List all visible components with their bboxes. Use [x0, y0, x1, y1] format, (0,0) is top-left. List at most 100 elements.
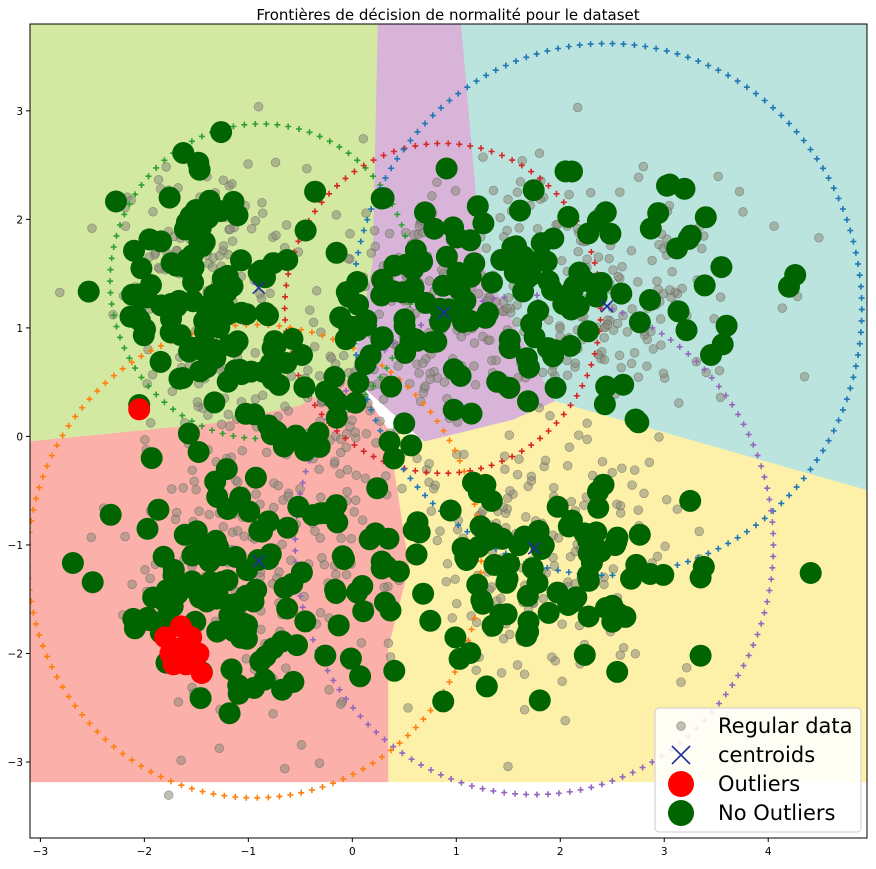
circle-green-marker [362, 391, 369, 398]
regular-data-point [120, 531, 130, 542]
no-outlier-point [275, 352, 298, 374]
circle-red-marker [591, 350, 598, 357]
regular-data-point [456, 331, 466, 342]
circle-blue-marker [835, 417, 842, 424]
circle-red-marker [412, 467, 419, 474]
circle-blue-marker [743, 528, 750, 535]
x-axis-ticks: −3 −2 −1 0 1 2 3 4 [33, 838, 772, 858]
regular-data-point [418, 358, 428, 368]
circle-red-marker [311, 402, 318, 409]
circle-blue-marker [835, 195, 842, 202]
circle-green-marker [209, 427, 216, 434]
no-outlier-point [339, 647, 362, 670]
circle-blue-marker [438, 104, 444, 111]
circle-purple-marker [708, 374, 715, 381]
no-outlier-point [383, 254, 406, 277]
regular-data-point [503, 761, 513, 772]
circle-red-marker [401, 465, 408, 472]
circle-purple-marker [399, 750, 406, 757]
circle-purple-marker [390, 743, 397, 750]
no-outlier-point [197, 206, 220, 229]
circle-purple-marker [324, 667, 331, 674]
circle-red-marker [488, 462, 495, 469]
circle-blue-marker [446, 97, 453, 104]
circle-green-marker [198, 133, 205, 140]
regular-data-point [314, 371, 325, 381]
legend-label: Regular data [718, 714, 853, 738]
regular-data-point [573, 246, 583, 257]
circle-orange-marker [65, 693, 72, 700]
regular-data-point [633, 172, 644, 183]
no-outlier-point [647, 202, 670, 225]
circle-blue-marker [725, 540, 732, 547]
no-outlier-point [147, 498, 170, 521]
no-outlier-point [210, 121, 233, 144]
circle-orange-marker [232, 794, 239, 800]
regular-data-point [526, 476, 537, 486]
centroid-markers [252, 281, 614, 568]
no-outlier-point [543, 339, 566, 362]
y-tick-label: −3 [8, 757, 23, 769]
no-outlier-point [587, 496, 610, 519]
circle-red-marker [579, 382, 586, 389]
centroid-marker [527, 541, 541, 555]
legend-marker-no-outliers [668, 800, 694, 826]
no-outlier-point [337, 285, 360, 308]
no-outlier-point [216, 273, 239, 296]
circle-green-marker [326, 138, 333, 145]
no-outlier-point [187, 441, 210, 463]
regular-data-point [173, 697, 184, 707]
regular-data-point [281, 663, 291, 673]
circle-red-marker [295, 238, 302, 245]
no-outlier-point [480, 489, 503, 512]
regular-data-point [713, 171, 723, 182]
regular-data-point [557, 619, 567, 629]
regular-data-point [656, 340, 666, 350]
circle-green-marker [370, 173, 377, 180]
circle-red-marker [334, 428, 340, 434]
regular-data-point [514, 454, 524, 464]
regular-data-point [602, 319, 613, 330]
regular-data-point [192, 397, 203, 407]
no-outlier-point [81, 571, 104, 594]
no-outlier-point [667, 300, 690, 323]
no-outlier-point [122, 607, 145, 630]
regular-data-point [626, 246, 637, 256]
no-outlier-point [191, 235, 214, 258]
circle-blue-marker [715, 67, 722, 74]
no-outlier-point [532, 534, 555, 557]
circle-blue-marker [858, 306, 865, 313]
circle-blue-marker [705, 550, 712, 557]
regular-data-point [469, 338, 480, 348]
circle-green-marker [389, 355, 396, 362]
circle-orange-marker [86, 396, 93, 403]
no-outlier-point [345, 315, 368, 338]
x-tick-label: 1 [453, 846, 460, 858]
x-tick-label: 2 [557, 846, 564, 858]
no-outlier-point [287, 495, 310, 518]
circle-blue-marker [858, 295, 865, 301]
circle-blue-marker [492, 67, 499, 74]
circle-green-marker [179, 412, 186, 419]
regular-data-point [515, 177, 526, 187]
circle-green-marker [153, 164, 160, 171]
regular-data-point [314, 758, 325, 768]
circle-red-marker [518, 162, 525, 169]
circle-orange-marker [427, 707, 434, 714]
no-outlier-point [517, 390, 539, 413]
regular-data-point [495, 212, 505, 223]
regular-data-point [432, 177, 442, 188]
no-outlier-point [370, 557, 393, 580]
circle-red-marker [467, 142, 474, 149]
circle-blue-marker [793, 128, 800, 135]
regular-data-point [361, 428, 372, 439]
circle-blue-marker [414, 484, 421, 491]
no-outlier-point [243, 676, 266, 699]
circle-green-marker [252, 121, 259, 127]
circle-blue-marker [565, 43, 572, 50]
circle-purple-marker [577, 786, 584, 793]
circle-green-marker [188, 138, 195, 145]
no-outlier-point [593, 393, 616, 416]
no-outlier-point [442, 398, 465, 421]
regular-data-point [633, 505, 644, 515]
